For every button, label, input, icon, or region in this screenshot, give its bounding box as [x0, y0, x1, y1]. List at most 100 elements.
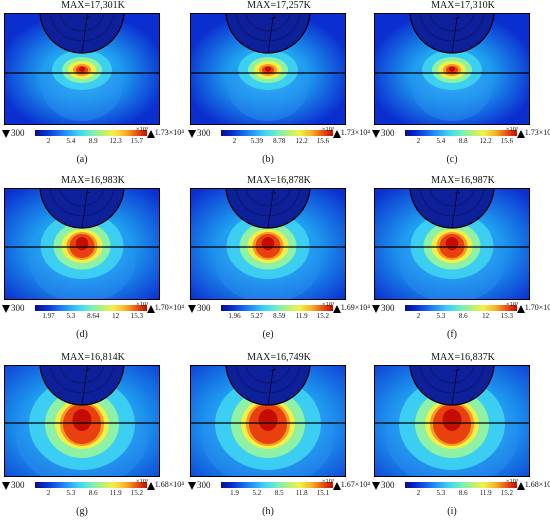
color-bar-tick-label: 15.7	[130, 137, 144, 145]
max-triangle-icon	[147, 130, 155, 138]
scale-max-value: 1.70×10⁴	[154, 303, 184, 312]
color-bar-tick-label: 5.4	[66, 137, 76, 145]
color-scale-legend: 300 ×10³ 1.68×10⁴ 2 5.3 8.6 11.9 15.2	[2, 478, 184, 499]
scale-multiplier: ×10³	[135, 301, 148, 308]
panel-caption: (e)	[262, 329, 274, 340]
scale-min-value: 300	[197, 480, 211, 490]
scale-multiplier: ×10³	[321, 478, 334, 485]
color-bar-tick-label: 8.5	[274, 489, 284, 497]
temperature-contour-plot	[374, 13, 530, 125]
color-bar-ticks: 2 5.3 8.6 12 15.3	[405, 312, 517, 322]
color-bar-tick-label: 1.96	[228, 312, 241, 320]
min-triangle-icon	[188, 482, 196, 490]
scale-min-value: 300	[11, 128, 25, 138]
color-bar-tick-label: 12.3	[109, 137, 122, 145]
color-bar-tick-label: 11.9	[479, 489, 492, 497]
color-bar-tick-label: 1.9	[230, 489, 239, 497]
max-triangle-icon	[517, 130, 525, 138]
min-triangle-icon	[372, 130, 380, 138]
color-bar-tick-label: 2	[232, 137, 237, 145]
color-bar-tick-label: 8.64	[87, 312, 100, 320]
color-scale-legend: 300 ×10³ 1.73×10⁴ 2 5.39 8.78 12.2 15.6	[188, 126, 370, 147]
panel-caption: (i)	[447, 506, 457, 517]
contour-panel: MAX=16,878K 300 ×1	[188, 175, 370, 351]
scale-min-value: 300	[381, 480, 395, 490]
max-triangle-icon	[333, 482, 341, 490]
color-scale-legend: 300 ×10³ 1.68×10⁴ 2 5.3 8.6 11.9 15.2	[372, 478, 550, 499]
max-triangle-icon	[517, 482, 525, 490]
color-scale-legend: 300 ×10³ 1.70×10⁴ 2 5.3 8.6 12 15.3	[372, 301, 550, 322]
scale-multiplier: ×10³	[505, 301, 518, 308]
max-triangle-icon	[147, 482, 155, 490]
scale-multiplier: ×10³	[505, 478, 518, 485]
temperature-contour-plot	[4, 13, 160, 125]
contour-panel: MAX=17,310K 300 ×1	[372, 0, 550, 176]
color-bar-tick-label: 15.6	[316, 137, 330, 145]
color-bar	[35, 130, 147, 136]
color-bar-tick-label: 2	[46, 137, 51, 145]
color-bar-tick-label: 2	[416, 489, 421, 497]
contour-panel: MAX=17,257K 300 ×1	[188, 0, 370, 176]
max-temperature-label: MAX=16,878K	[247, 175, 311, 186]
max-triangle-icon	[517, 305, 525, 313]
contour-panel: MAX=16,749K 300 ×1	[188, 352, 370, 528]
color-bar-tick-label: 15.3	[500, 312, 514, 320]
contour-panel: MAX=16,987K 300 ×1	[372, 175, 550, 351]
color-bar-ticks: 2 5.3 8.6 11.9 15.2	[405, 489, 517, 499]
color-bar-tick-label: 5.27	[250, 312, 263, 320]
color-bar-ticks: 2 5.3 8.6 11.9 15.2	[35, 489, 147, 499]
scale-max-value: 1.73×10⁴	[524, 128, 550, 137]
color-bar-ticks: 2 5.4 8.8 12.2 15.6	[405, 137, 517, 147]
color-bar	[405, 482, 517, 488]
temperature-contour-plot	[190, 13, 346, 125]
color-scale-legend: 300 ×10³ 1.73×10⁴ 2 5.4 8.8 12.2 15.6	[372, 126, 550, 147]
min-triangle-icon	[2, 130, 10, 138]
scale-multiplier: ×10³	[321, 126, 334, 133]
contour-panel: MAX=16,983K 300 ×1	[2, 175, 184, 351]
color-bar-tick-label: 15.2	[500, 489, 514, 497]
scale-min-value: 300	[197, 128, 211, 138]
panel-caption: (d)	[76, 329, 88, 340]
panel-caption: (c)	[446, 154, 458, 165]
max-temperature-label: MAX=16,814K	[61, 352, 125, 363]
color-bar-tick-label: 5.3	[436, 312, 446, 320]
max-temperature-label: MAX=16,749K	[247, 352, 311, 363]
color-bar-ticks: 2 5.39 8.78 12.2 15.6	[221, 137, 333, 147]
min-triangle-icon	[372, 305, 380, 313]
scale-multiplier: ×10³	[505, 126, 518, 133]
color-bar-tick-label: 8.6	[458, 489, 468, 497]
scale-multiplier: ×10³	[321, 301, 334, 308]
color-bar-tick-label: 15.3	[130, 312, 144, 320]
min-triangle-icon	[372, 482, 380, 490]
max-temperature-label: MAX=17,310K	[431, 0, 495, 11]
min-triangle-icon	[2, 305, 10, 313]
max-triangle-icon	[147, 305, 155, 313]
temperature-contour-plot	[190, 365, 346, 477]
color-bar-tick-label: 12.2	[479, 137, 492, 145]
scale-min-value: 300	[381, 303, 395, 313]
color-bar-tick-label: 5.3	[66, 312, 76, 320]
scale-max-value: 1.69×10⁴	[340, 303, 370, 312]
color-bar-tick-label: 15.2	[130, 489, 144, 497]
color-bar-tick-label: 5.3	[66, 489, 76, 497]
color-bar	[405, 305, 517, 311]
scale-max-value: 1.73×10⁴	[340, 128, 370, 137]
color-bar-tick-label: 5.3	[436, 489, 446, 497]
color-bar-tick-label: 8.9	[88, 137, 98, 145]
color-bar-ticks: 1.97 5.3 8.64 12 15.3	[35, 312, 147, 322]
color-bar-tick-label: 8.6	[88, 489, 98, 497]
max-triangle-icon	[333, 130, 341, 138]
temperature-contour-plot	[4, 188, 160, 300]
scale-max-value: 1.68×10⁴	[154, 480, 184, 489]
color-scale-legend: 300 ×10³ 1.70×10⁴ 1.97 5.3 8.64 12 15.3	[2, 301, 184, 322]
color-scale-legend: 300 ×10³ 1.69×10⁴ 1.96 5.27 8.59 11.9 15.2	[188, 301, 370, 322]
contour-panel: MAX=16,837K 300 ×1	[372, 352, 550, 528]
scale-min-value: 300	[11, 303, 25, 313]
color-bar-tick-label: 12	[112, 312, 120, 320]
color-bar-ticks: 2 5.4 8.9 12.3 15.7	[35, 137, 147, 147]
contour-panel: MAX=17,301K 300 ×1	[2, 0, 184, 176]
color-bar-tick-label: 5.39	[250, 137, 263, 145]
min-triangle-icon	[188, 130, 196, 138]
temperature-contour-plot	[190, 188, 346, 300]
color-bar-tick-label: 8.6	[458, 312, 468, 320]
